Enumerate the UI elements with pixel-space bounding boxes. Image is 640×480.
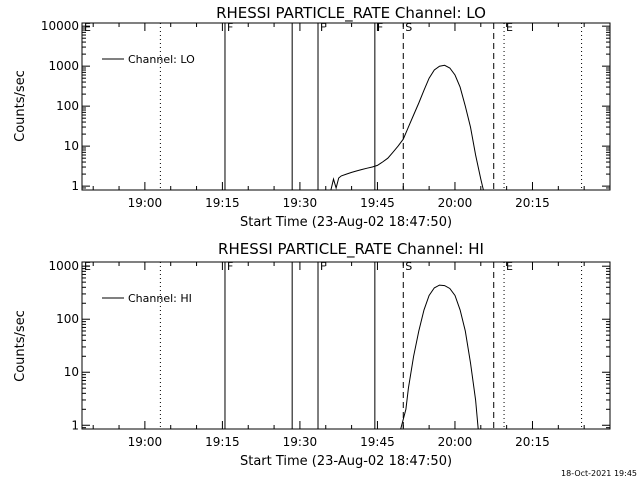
chart-hi-title: RHESSI PARTICLE_RATE Channel: HI xyxy=(218,240,484,259)
generated-timestamp: 18-Oct-2021 19:45 xyxy=(561,469,637,478)
y-tick-label-hi-3: 1000 xyxy=(48,259,79,273)
marker-label-hi-6: S xyxy=(405,260,412,273)
chart-lo-y-label: Counts/sec xyxy=(13,70,28,142)
y-tick-label-hi-0: 1 xyxy=(71,418,79,432)
x-tick-label-lo-0: 19:00 xyxy=(128,196,163,210)
legend-label-hi: Channel: HI xyxy=(128,292,192,305)
x-tick-label-hi-4: 20:00 xyxy=(438,435,473,449)
chart-lo-legend: Channel: LO xyxy=(102,53,195,66)
y-tick-label-lo-0: 1 xyxy=(71,179,79,193)
y-tick-label-hi-1: 10 xyxy=(64,365,79,379)
chart-hi-x-ticks: 19:00 19:15 19:30 19:45 20:00 20:15 xyxy=(92,262,611,449)
y-tick-label-lo-1: 10 xyxy=(64,139,79,153)
x-tick-label-hi-3: 19:45 xyxy=(360,435,395,449)
x-tick-label-lo-3: 19:45 xyxy=(360,196,395,210)
chart-hi-x-label: Start Time (23-Aug-02 18:47:50) xyxy=(240,454,452,469)
chart-lo-x-ticks: 19:00 19:15 19:30 19:45 20:00 20:15 xyxy=(92,23,611,210)
chart-hi-legend: Channel: HI xyxy=(102,292,192,305)
chart-hi-y-ticks: 1 10 100 1000 xyxy=(48,259,610,432)
series-line-lo xyxy=(330,64,484,191)
y-tick-label-lo-4: 10000 xyxy=(41,19,79,33)
marker-label-hi-4: F xyxy=(320,260,326,273)
x-tick-label-lo-4: 20:00 xyxy=(438,196,473,210)
x-tick-label-lo-2: 19:30 xyxy=(283,196,318,210)
x-tick-label-hi-1: 19:15 xyxy=(205,435,240,449)
x-tick-label-hi-5: 20:15 xyxy=(515,435,550,449)
x-tick-label-hi-0: 19:00 xyxy=(128,435,163,449)
chart-lo-x-label: Start Time (23-Aug-02 18:47:50) xyxy=(240,215,452,230)
chart-lo-frame xyxy=(81,22,611,191)
marker-label-lo-2: F xyxy=(227,21,233,34)
x-tick-label-lo-1: 19:15 xyxy=(205,196,240,210)
series-line-hi xyxy=(400,284,479,430)
legend-label-lo: Channel: LO xyxy=(128,53,195,66)
x-tick-label-hi-2: 19:30 xyxy=(283,435,318,449)
chart-lo-title: RHESSI PARTICLE_RATE Channel: LO xyxy=(216,4,486,23)
chart-hi-frame xyxy=(81,261,611,430)
y-tick-label-lo-2: 100 xyxy=(56,99,79,113)
chart-lo-y-ticks: 1 10 100 1000 10000 xyxy=(41,19,610,193)
y-tick-label-hi-2: 100 xyxy=(56,312,79,326)
marker-label-lo-6: S xyxy=(405,21,412,34)
marker-label-lo-5: F xyxy=(377,21,383,34)
marker-label-lo-4: F xyxy=(320,21,326,34)
marker-label-lo-0: E xyxy=(84,21,91,34)
marker-label-hi-8: E xyxy=(506,260,513,273)
chart-hi-y-label: Counts/sec xyxy=(13,310,28,382)
y-tick-label-lo-3: 1000 xyxy=(48,59,79,73)
marker-label-lo-8: E xyxy=(506,21,513,34)
x-tick-label-lo-5: 20:15 xyxy=(515,196,550,210)
marker-label-hi-2: F xyxy=(227,260,233,273)
